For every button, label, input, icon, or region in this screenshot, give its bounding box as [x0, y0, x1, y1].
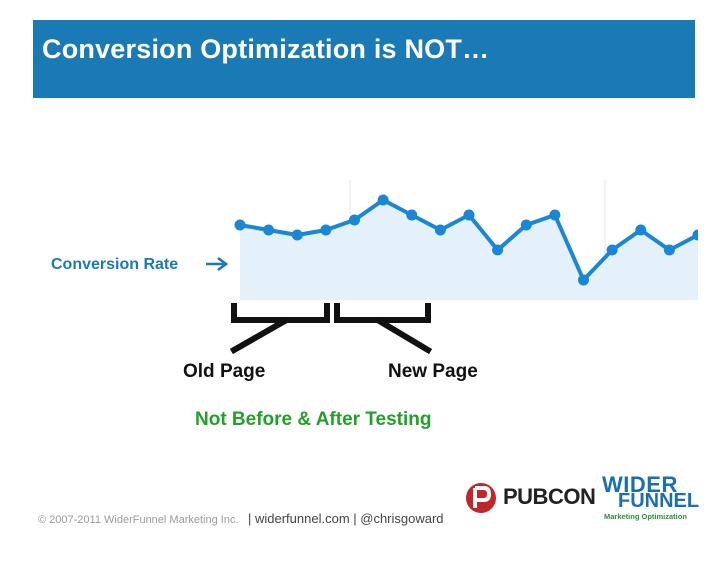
- chart-point: [549, 209, 561, 221]
- pubcon-wordmark: PUBCON: [503, 484, 596, 509]
- chart-point: [606, 244, 618, 256]
- old-page-label: Old Page: [183, 361, 266, 382]
- chart-point: [406, 209, 418, 221]
- arrow-right-icon: [206, 256, 229, 272]
- new-page-label: New Page: [388, 361, 478, 382]
- chart-point: [291, 229, 303, 241]
- chart-point: [234, 219, 246, 231]
- widerfunnel-tagline: Marketing Optimization: [604, 512, 687, 521]
- widerfunnel-wordmark-top: WIDER: [602, 472, 678, 497]
- title-bar: [33, 20, 695, 98]
- chart-point: [520, 219, 532, 231]
- chart-point: [492, 244, 504, 256]
- chart-point: [349, 214, 360, 226]
- slide-title: Conversion Optimization is NOT…: [42, 34, 490, 64]
- chart-point: [463, 209, 475, 221]
- chart-point: [635, 224, 647, 236]
- old-page-bracket: [229, 303, 330, 355]
- chart-point: [578, 274, 589, 286]
- new-page-bracket: [334, 303, 433, 355]
- not-before-after-caption: Not Before & After Testing: [195, 409, 432, 430]
- footer-links[interactable]: | widerfunnel.com | @chrisgoward: [248, 511, 444, 526]
- conversion-chart: [230, 180, 698, 300]
- chart-point: [692, 229, 698, 241]
- copyright-text: © 2007-2011 WiderFunnel Marketing Inc.: [38, 514, 239, 526]
- chart-point: [434, 224, 446, 236]
- chart-point: [263, 224, 275, 236]
- chart-point: [320, 224, 332, 236]
- conversion-rate-label: Conversion Rate: [51, 256, 179, 273]
- widerfunnel-wordmark-mid: FUNNEL: [618, 490, 700, 512]
- chart-point: [663, 244, 675, 256]
- chart-points: [234, 194, 698, 286]
- pubcon-logo: [466, 483, 496, 513]
- page-brackets: [229, 303, 433, 355]
- chart-point: [377, 194, 389, 206]
